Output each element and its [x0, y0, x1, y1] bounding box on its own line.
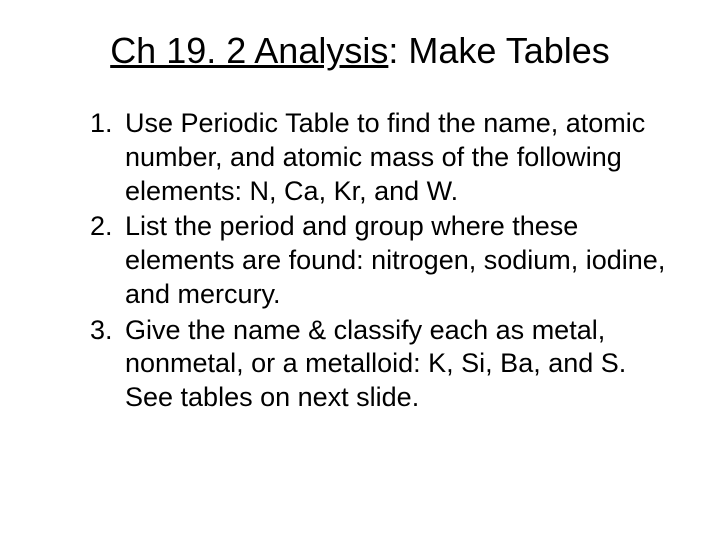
list-item: Give the name & classify each as metal, …	[90, 314, 670, 415]
list-item: Use Periodic Table to find the name, ato…	[90, 107, 670, 208]
title-rest: : Make Tables	[388, 30, 609, 71]
numbered-list: Use Periodic Table to find the name, ato…	[50, 107, 670, 415]
list-item: List the period and group where these el…	[90, 210, 670, 311]
slide-title: Ch 19. 2 Analysis: Make Tables	[50, 30, 670, 72]
title-underlined: Ch 19. 2 Analysis	[110, 30, 388, 71]
